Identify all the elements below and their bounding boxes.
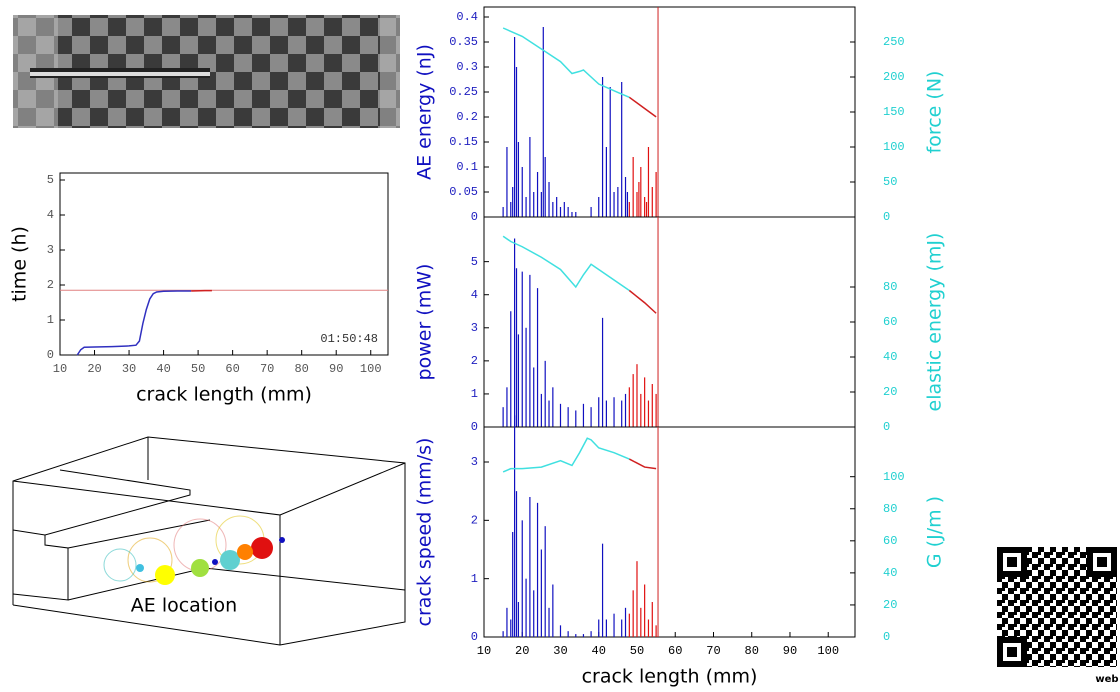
x-tick-label: 90	[783, 644, 797, 658]
y-tick-label: 3	[471, 321, 478, 335]
x-tick-label: 40	[156, 362, 170, 376]
x-tick-label: 60	[225, 362, 239, 376]
x-tick-label: 70	[260, 362, 274, 376]
plot-frame	[483, 6, 856, 218]
y-tick-label: 0	[47, 348, 54, 362]
x-tick-label: 50	[630, 644, 644, 658]
plot-frame	[59, 172, 389, 356]
y-tick-label: 2	[47, 278, 54, 292]
y-tick-label: 0	[471, 630, 478, 644]
data-line	[502, 235, 630, 292]
y2-tick-label: 20	[883, 385, 897, 399]
y2-axis-label: G (J/m )	[924, 496, 946, 568]
ae-3d-box	[12, 436, 406, 646]
y-tick-label: 4	[471, 288, 478, 302]
x-tick-label: 40	[592, 644, 606, 658]
x-tick-label: 100	[360, 362, 382, 376]
y-tick-label: 0	[471, 420, 478, 434]
y2-tick-label: 50	[883, 175, 897, 189]
ae-location-label: AE location	[131, 595, 237, 617]
y2-tick-label: 0	[883, 210, 890, 224]
y-tick-label: 3	[471, 455, 478, 469]
data-line	[76, 290, 192, 356]
x-tick-label: 100	[817, 644, 839, 658]
y2-axis-label: elastic energy (mJ)	[924, 233, 946, 412]
y-tick-label: 1	[471, 572, 478, 586]
y-tick-label: 3	[47, 243, 54, 257]
data-line	[502, 437, 630, 473]
y-axis-label: power (mW)	[414, 264, 436, 381]
y-axis-label: crack speed (mm/s)	[414, 438, 436, 627]
y-tick-label: 2	[471, 354, 478, 368]
y-tick-label: 0.3	[456, 60, 478, 74]
y2-tick-label: 20	[883, 598, 897, 612]
y-axis-label: time (h)	[9, 226, 31, 302]
y2-tick-label: 0	[883, 420, 890, 434]
x-tick-label: 20	[515, 644, 529, 658]
x-tick-label: 80	[294, 362, 308, 376]
y2-axis-label: force (N)	[924, 71, 946, 154]
x-tick-label: 60	[668, 644, 682, 658]
y-tick-label: 0.15	[449, 135, 478, 149]
y-tick-label: 4	[47, 208, 54, 222]
data-line	[628, 458, 657, 470]
time-annotation: 01:50:48	[320, 332, 378, 346]
y2-tick-label: 40	[883, 350, 897, 364]
specimen-photo	[13, 15, 400, 128]
y-tick-label: 0.05	[449, 185, 478, 199]
y2-tick-label: 80	[883, 502, 897, 516]
x-tick-label: 90	[329, 362, 343, 376]
y2-tick-label: 80	[883, 280, 897, 294]
x-tick-label: 30	[122, 362, 136, 376]
qr-label: web	[1095, 674, 1118, 685]
y-tick-label: 0.35	[449, 35, 478, 49]
ae-events	[103, 515, 285, 585]
y-tick-label: 0	[471, 210, 478, 224]
y2-tick-label: 40	[883, 566, 897, 580]
y-tick-label: 5	[471, 255, 478, 269]
data-line	[628, 96, 657, 118]
y2-tick-label: 60	[883, 315, 897, 329]
x-axis-label: crack length (mm)	[582, 666, 758, 688]
x-tick-label: 50	[191, 362, 205, 376]
y-tick-label: 0.25	[449, 85, 478, 99]
y2-tick-label: 60	[883, 534, 897, 548]
y-tick-label: 2	[471, 514, 478, 528]
y-tick-label: 5	[47, 173, 54, 187]
data-line	[502, 27, 630, 98]
x-tick-label: 70	[706, 644, 720, 658]
x-tick-label: 20	[87, 362, 101, 376]
x-tick-label: 10	[477, 644, 491, 658]
data-line	[628, 289, 657, 314]
y-tick-label: 0.1	[456, 160, 478, 174]
plot-frame	[483, 216, 856, 428]
x-tick-label: 80	[745, 644, 759, 658]
plot-frame	[483, 426, 856, 638]
x-tick-label: 10	[53, 362, 67, 376]
x-axis-label: crack length (mm)	[136, 384, 312, 406]
y-tick-label: 1	[47, 313, 54, 327]
y-tick-label: 1	[471, 387, 478, 401]
x-tick-label: 30	[553, 644, 567, 658]
y-tick-label: 0.4	[456, 10, 478, 24]
y-tick-label: 0.2	[456, 110, 478, 124]
y2-tick-label: 100	[883, 140, 905, 154]
y2-tick-label: 0	[883, 630, 890, 644]
y2-tick-label: 200	[883, 70, 905, 84]
y-axis-label: AE energy (nJ)	[414, 44, 436, 180]
y2-tick-label: 250	[883, 35, 905, 49]
y2-tick-label: 100	[883, 470, 905, 484]
y2-tick-label: 150	[883, 105, 905, 119]
qr-code	[997, 547, 1117, 667]
